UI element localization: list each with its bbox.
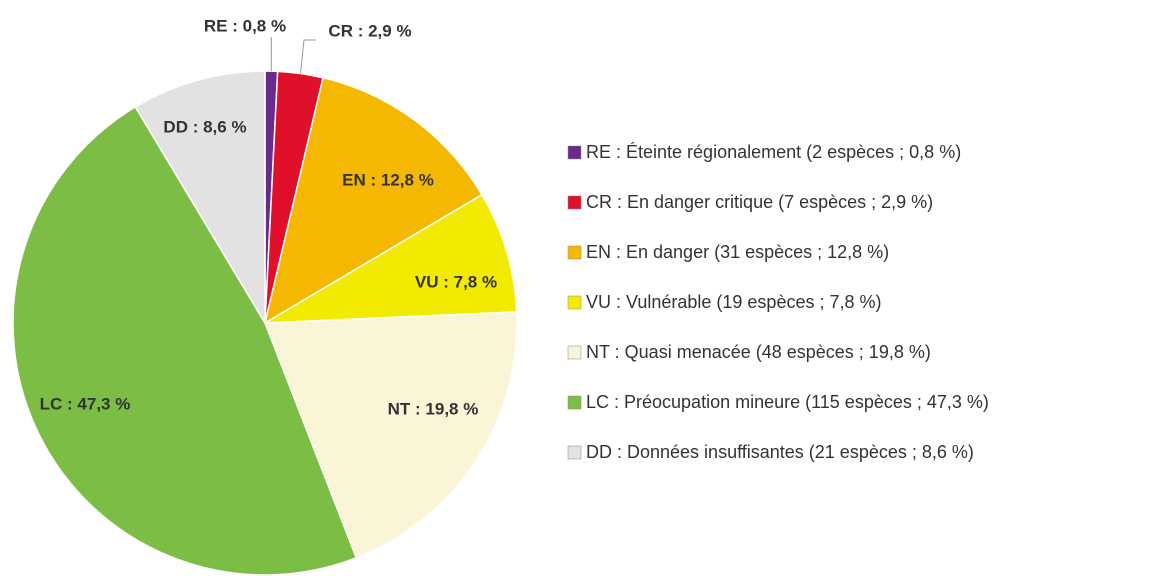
- pie-slice: [12, 105, 358, 576]
- data-label: EN : 12,8 %: [342, 170, 434, 189]
- legend-marker: [567, 345, 582, 360]
- data-label: NT : 19,8 %: [388, 399, 479, 418]
- pie-slice: [134, 70, 266, 326]
- data-label: VU : 7,8 %: [415, 272, 497, 291]
- legend-marker: [567, 445, 582, 460]
- legend-marker: [567, 145, 582, 160]
- pie-slice: [263, 311, 518, 559]
- legend-marker: [567, 195, 582, 210]
- legend-marker: [567, 245, 582, 260]
- data-label: CR : 2,9 %: [328, 21, 411, 40]
- pie-slice: [263, 76, 483, 325]
- legend-label: NT : Quasi menacée (48 espèces ; 19,8 %): [586, 342, 931, 362]
- legend-label: RE : Éteinte régionalement (2 espèces ; …: [586, 142, 961, 162]
- data-label: LC : 47,3 %: [40, 394, 131, 413]
- legend-marker: [567, 395, 582, 410]
- legend-label: VU : Vulnérable (19 espèces ; 7,8 %): [586, 292, 882, 312]
- legend-label: DD : Données insuffisantes (21 espèces ;…: [586, 442, 974, 462]
- legend-label: EN : En danger (31 espèces ; 12,8 %): [586, 242, 889, 262]
- legend-label: CR : En danger critique (7 espèces ; 2,9…: [586, 192, 933, 212]
- legend-marker: [567, 295, 582, 310]
- data-label: RE : 0,8 %: [204, 16, 286, 35]
- legend-label: LC : Préocupation mineure (115 espèces ;…: [586, 392, 989, 412]
- pie-slice: [264, 193, 518, 324]
- leader-line: [300, 39, 316, 74]
- data-label: DD : 8,6 %: [163, 117, 246, 136]
